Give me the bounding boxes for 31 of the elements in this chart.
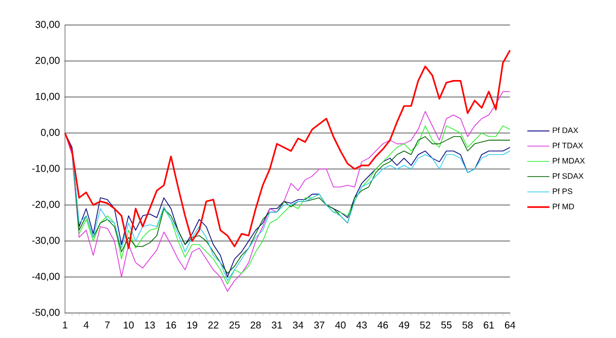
x-tick-label: 64 — [504, 322, 516, 329]
y-tick-label: -20,00 — [32, 200, 60, 210]
x-tick-label: 31 — [272, 322, 282, 329]
x-tick-label: 19 — [187, 322, 198, 329]
x-tick-label: 61 — [484, 322, 494, 329]
y-tick-label: -40,00 — [32, 272, 60, 282]
x-tick-label: 25 — [229, 322, 240, 329]
x-tick-label: 40 — [335, 322, 346, 329]
y-tick-label: -10,00 — [32, 164, 60, 174]
x-tick-label: 1 — [62, 321, 68, 328]
x-tick-label: 22 — [208, 322, 218, 328]
x-tick-label: 49 — [398, 322, 410, 329]
y-tick-label: 30,00 — [35, 20, 60, 30]
x-tick-label: 37 — [314, 322, 324, 329]
x-tick-label: 58 — [462, 322, 473, 329]
x-tick-label: 13 — [144, 322, 155, 329]
x-tick-label: 4 — [84, 321, 89, 328]
x-tick-label: 43 — [356, 322, 367, 329]
x-tick-label: 28 — [250, 322, 261, 329]
x-tick-label: 7 — [105, 321, 110, 328]
y-tick-label: -50,00 — [32, 308, 60, 318]
y-tick-label: 20,00 — [36, 56, 60, 66]
y-tick-label: -30,00 — [32, 236, 60, 246]
y-tick-label: 0,00 — [40, 128, 60, 138]
y-tick-label: 10,00 — [36, 92, 60, 102]
x-tick-label: 55 — [441, 321, 452, 328]
x-tick-label: 16 — [166, 322, 176, 329]
x-tick-label: 34 — [292, 322, 304, 329]
x-tick-label: 46 — [378, 322, 388, 329]
x-tick-label: 10 — [124, 322, 134, 329]
x-tick-label: 52 — [420, 322, 430, 329]
